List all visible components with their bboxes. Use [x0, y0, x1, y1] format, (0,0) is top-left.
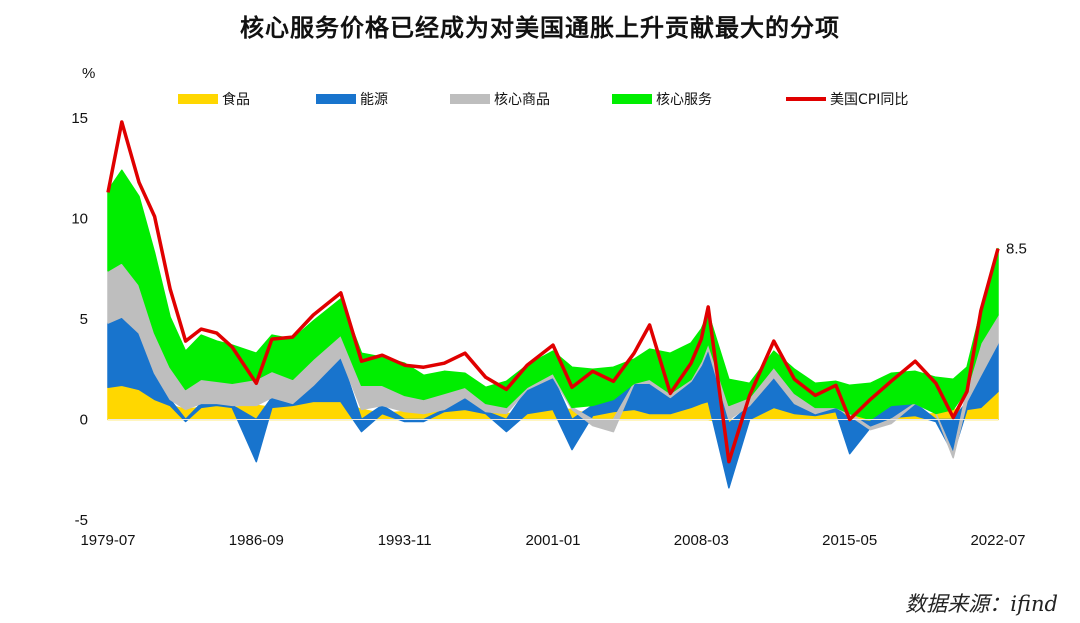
- legend-swatch-core-services: [612, 94, 652, 104]
- legend-label-energy: 能源: [360, 92, 388, 108]
- chart-title: 核心服务价格已经成为对美国通胀上升贡献最大的分项: [240, 13, 840, 42]
- y-axis-unit-label: %: [82, 65, 95, 82]
- x-tick-label: 1993-11: [378, 532, 432, 549]
- legend-label-core-goods: 核心商品: [494, 92, 550, 108]
- x-tick-label: 2022-07: [970, 532, 1025, 549]
- y-axis: 15 10 5 0 -5: [71, 110, 88, 529]
- legend-swatch-energy: [316, 94, 356, 104]
- y-tick-label: -5: [75, 512, 88, 529]
- x-axis: 1979-07 1986-09 1993-11 2001-01 2008-03 2015-…: [80, 532, 1025, 549]
- x-tick-label: 2008-03: [674, 532, 729, 549]
- area-core-services: [107, 169, 999, 421]
- legend-swatch-core-goods: [450, 94, 490, 104]
- x-tick-label: 1979-07: [80, 532, 135, 549]
- plot-areas: [107, 169, 999, 489]
- y-tick-label: 10: [71, 211, 88, 228]
- y-tick-label: 5: [80, 311, 88, 328]
- legend: 食品 能源 核心商品 核心服务 美国CPI同比: [178, 91, 908, 108]
- source-note: 数据来源：ifind: [905, 592, 1058, 616]
- y-tick-label: 15: [71, 110, 88, 127]
- y-tick-label: 0: [80, 412, 88, 429]
- legend-swatch-food: [178, 94, 218, 104]
- cpi-line-group: [106, 120, 1000, 464]
- x-tick-label: 1986-09: [229, 532, 284, 549]
- legend-label-cpi: 美国CPI同比: [830, 92, 908, 108]
- series-line-cpi: [106, 120, 1000, 464]
- x-tick-label: 2001-01: [525, 532, 580, 549]
- legend-label-core-services: 核心服务: [656, 92, 712, 108]
- cpi-latest-annotation: 8.5: [1006, 241, 1027, 258]
- x-tick-label: 2015-05: [822, 532, 877, 549]
- legend-label-food: 食品: [222, 91, 250, 108]
